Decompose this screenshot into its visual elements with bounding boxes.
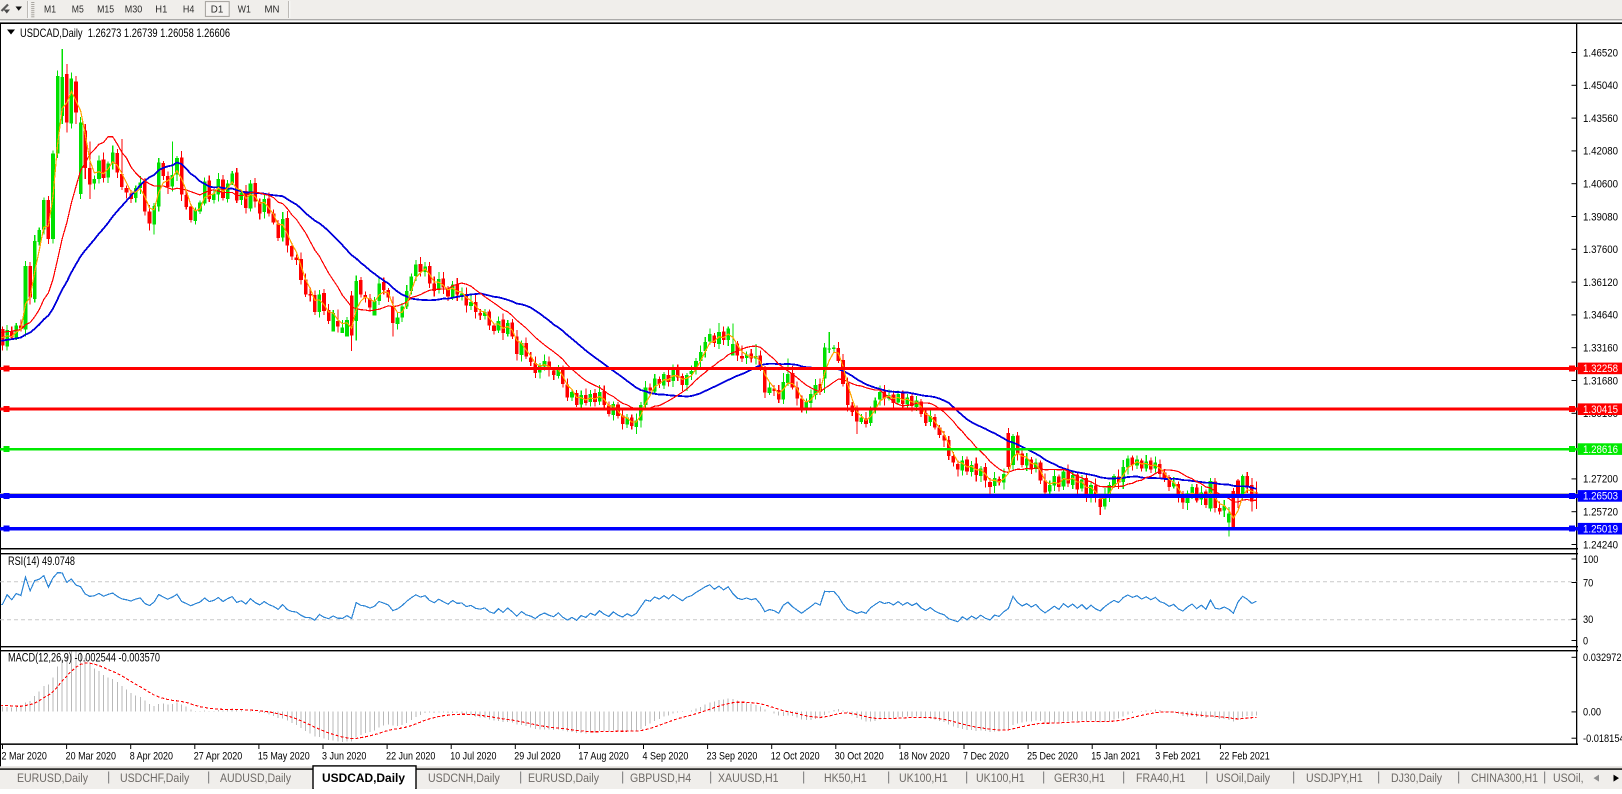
svg-text:1.45040: 1.45040 xyxy=(1583,80,1618,92)
svg-text:M15: M15 xyxy=(97,4,114,16)
svg-text:USDCHF,Daily: USDCHF,Daily xyxy=(120,771,190,785)
svg-text:1.36120: 1.36120 xyxy=(1583,277,1618,289)
svg-text:1.43560: 1.43560 xyxy=(1583,113,1618,125)
svg-text:M30: M30 xyxy=(125,4,143,16)
svg-text:GBPUSD,H4: GBPUSD,H4 xyxy=(630,771,691,785)
svg-text:2 Mar 2020: 2 Mar 2020 xyxy=(2,751,47,763)
svg-text:12 Oct 2020: 12 Oct 2020 xyxy=(771,751,820,763)
svg-text:W1: W1 xyxy=(238,4,251,16)
svg-text:HK50,H1: HK50,H1 xyxy=(824,771,867,785)
svg-text:1.28616: 1.28616 xyxy=(1583,444,1618,456)
svg-text:MN: MN xyxy=(265,4,280,16)
svg-text:0.032972: 0.032972 xyxy=(1583,652,1622,664)
svg-text:1.27200: 1.27200 xyxy=(1583,474,1618,486)
svg-text:M5: M5 xyxy=(72,4,84,16)
svg-text:1.25720: 1.25720 xyxy=(1583,507,1618,519)
svg-text:1.25019: 1.25019 xyxy=(1583,524,1618,536)
svg-text:70: 70 xyxy=(1583,577,1593,589)
svg-text:1.39080: 1.39080 xyxy=(1583,211,1618,223)
svg-text:1.42080: 1.42080 xyxy=(1583,146,1618,158)
svg-text:18 Nov 2020: 18 Nov 2020 xyxy=(899,751,950,763)
svg-text:4 Sep 2020: 4 Sep 2020 xyxy=(643,751,689,763)
svg-text:23 Sep 2020: 23 Sep 2020 xyxy=(707,751,758,763)
svg-text:20 Mar 2020: 20 Mar 2020 xyxy=(66,751,116,763)
svg-text:17 Aug 2020: 17 Aug 2020 xyxy=(578,751,628,763)
svg-text:8 Apr 2020: 8 Apr 2020 xyxy=(130,751,173,763)
svg-text:USOil,Daily: USOil,Daily xyxy=(1216,771,1271,785)
svg-text:0.00: 0.00 xyxy=(1583,707,1601,719)
svg-text:DJ30,Daily: DJ30,Daily xyxy=(1391,771,1443,785)
svg-text:15 Jan 2021: 15 Jan 2021 xyxy=(1091,751,1140,763)
svg-text:1.40600: 1.40600 xyxy=(1583,179,1618,191)
svg-text:1.46520: 1.46520 xyxy=(1583,47,1618,59)
svg-text:H1: H1 xyxy=(155,4,167,16)
svg-text:10 Jul 2020: 10 Jul 2020 xyxy=(450,751,496,763)
svg-text:UK100,H1: UK100,H1 xyxy=(899,771,948,785)
svg-text:27 Apr 2020: 27 Apr 2020 xyxy=(194,751,242,763)
svg-text:USDCAD,Daily: USDCAD,Daily xyxy=(322,771,405,785)
svg-text:25 Dec 2020: 25 Dec 2020 xyxy=(1027,751,1078,763)
svg-text:1.33160: 1.33160 xyxy=(1583,343,1618,355)
svg-text:H4: H4 xyxy=(183,4,195,16)
svg-text:XAUUSD,H1: XAUUSD,H1 xyxy=(718,771,779,785)
svg-text:1.34640: 1.34640 xyxy=(1583,310,1618,322)
svg-text:-0.018154: -0.018154 xyxy=(1583,733,1622,745)
svg-text:100: 100 xyxy=(1583,554,1598,566)
svg-text:3 Jun 2020: 3 Jun 2020 xyxy=(322,751,366,763)
svg-text:1.30415: 1.30415 xyxy=(1583,404,1618,416)
svg-text:29 Jul 2020: 29 Jul 2020 xyxy=(514,751,560,763)
svg-text:USDCAD,Daily 1.26273 1.26739: USDCAD,Daily 1.26273 1.26739 1.26058 1.2… xyxy=(20,26,230,40)
svg-text:3 Feb 2021: 3 Feb 2021 xyxy=(1155,751,1200,763)
svg-text:30 Oct 2020: 30 Oct 2020 xyxy=(835,751,884,763)
svg-text:MACD(12,26,9) -0.002544 -0.003: MACD(12,26,9) -0.002544 -0.003570 xyxy=(8,652,160,664)
svg-text:22 Jun 2020: 22 Jun 2020 xyxy=(386,751,435,763)
svg-text:D1: D1 xyxy=(211,4,224,16)
svg-text:USOil,: USOil, xyxy=(1553,771,1584,785)
svg-text:USDJPY,H1: USDJPY,H1 xyxy=(1306,771,1363,785)
svg-text:EURUSD,Daily: EURUSD,Daily xyxy=(17,771,89,785)
svg-text:RSI(14) 49.0748: RSI(14) 49.0748 xyxy=(8,556,75,568)
svg-text:CHINA300,H1: CHINA300,H1 xyxy=(1471,771,1538,785)
svg-text:1.32258: 1.32258 xyxy=(1583,363,1618,375)
svg-text:AUDUSD,Daily: AUDUSD,Daily xyxy=(220,771,292,785)
svg-text:1.24240: 1.24240 xyxy=(1583,539,1618,551)
svg-text:USDCNH,Daily: USDCNH,Daily xyxy=(428,771,501,785)
svg-text:1.26503: 1.26503 xyxy=(1583,491,1618,503)
svg-text:UK100,H1: UK100,H1 xyxy=(976,771,1025,785)
svg-text:M1: M1 xyxy=(44,4,56,16)
svg-text:7 Dec 2020: 7 Dec 2020 xyxy=(963,751,1009,763)
svg-text:22 Feb 2021: 22 Feb 2021 xyxy=(1219,751,1269,763)
svg-text:EURUSD,Daily: EURUSD,Daily xyxy=(528,771,600,785)
svg-text:1.37600: 1.37600 xyxy=(1583,244,1618,256)
svg-text:15 May 2020: 15 May 2020 xyxy=(258,751,310,763)
svg-text:0: 0 xyxy=(1583,635,1588,647)
svg-text:1.31680: 1.31680 xyxy=(1583,375,1618,387)
svg-text:FRA40,H1: FRA40,H1 xyxy=(1136,771,1186,785)
svg-text:30: 30 xyxy=(1583,614,1593,626)
svg-text:GER30,H1: GER30,H1 xyxy=(1054,771,1105,785)
